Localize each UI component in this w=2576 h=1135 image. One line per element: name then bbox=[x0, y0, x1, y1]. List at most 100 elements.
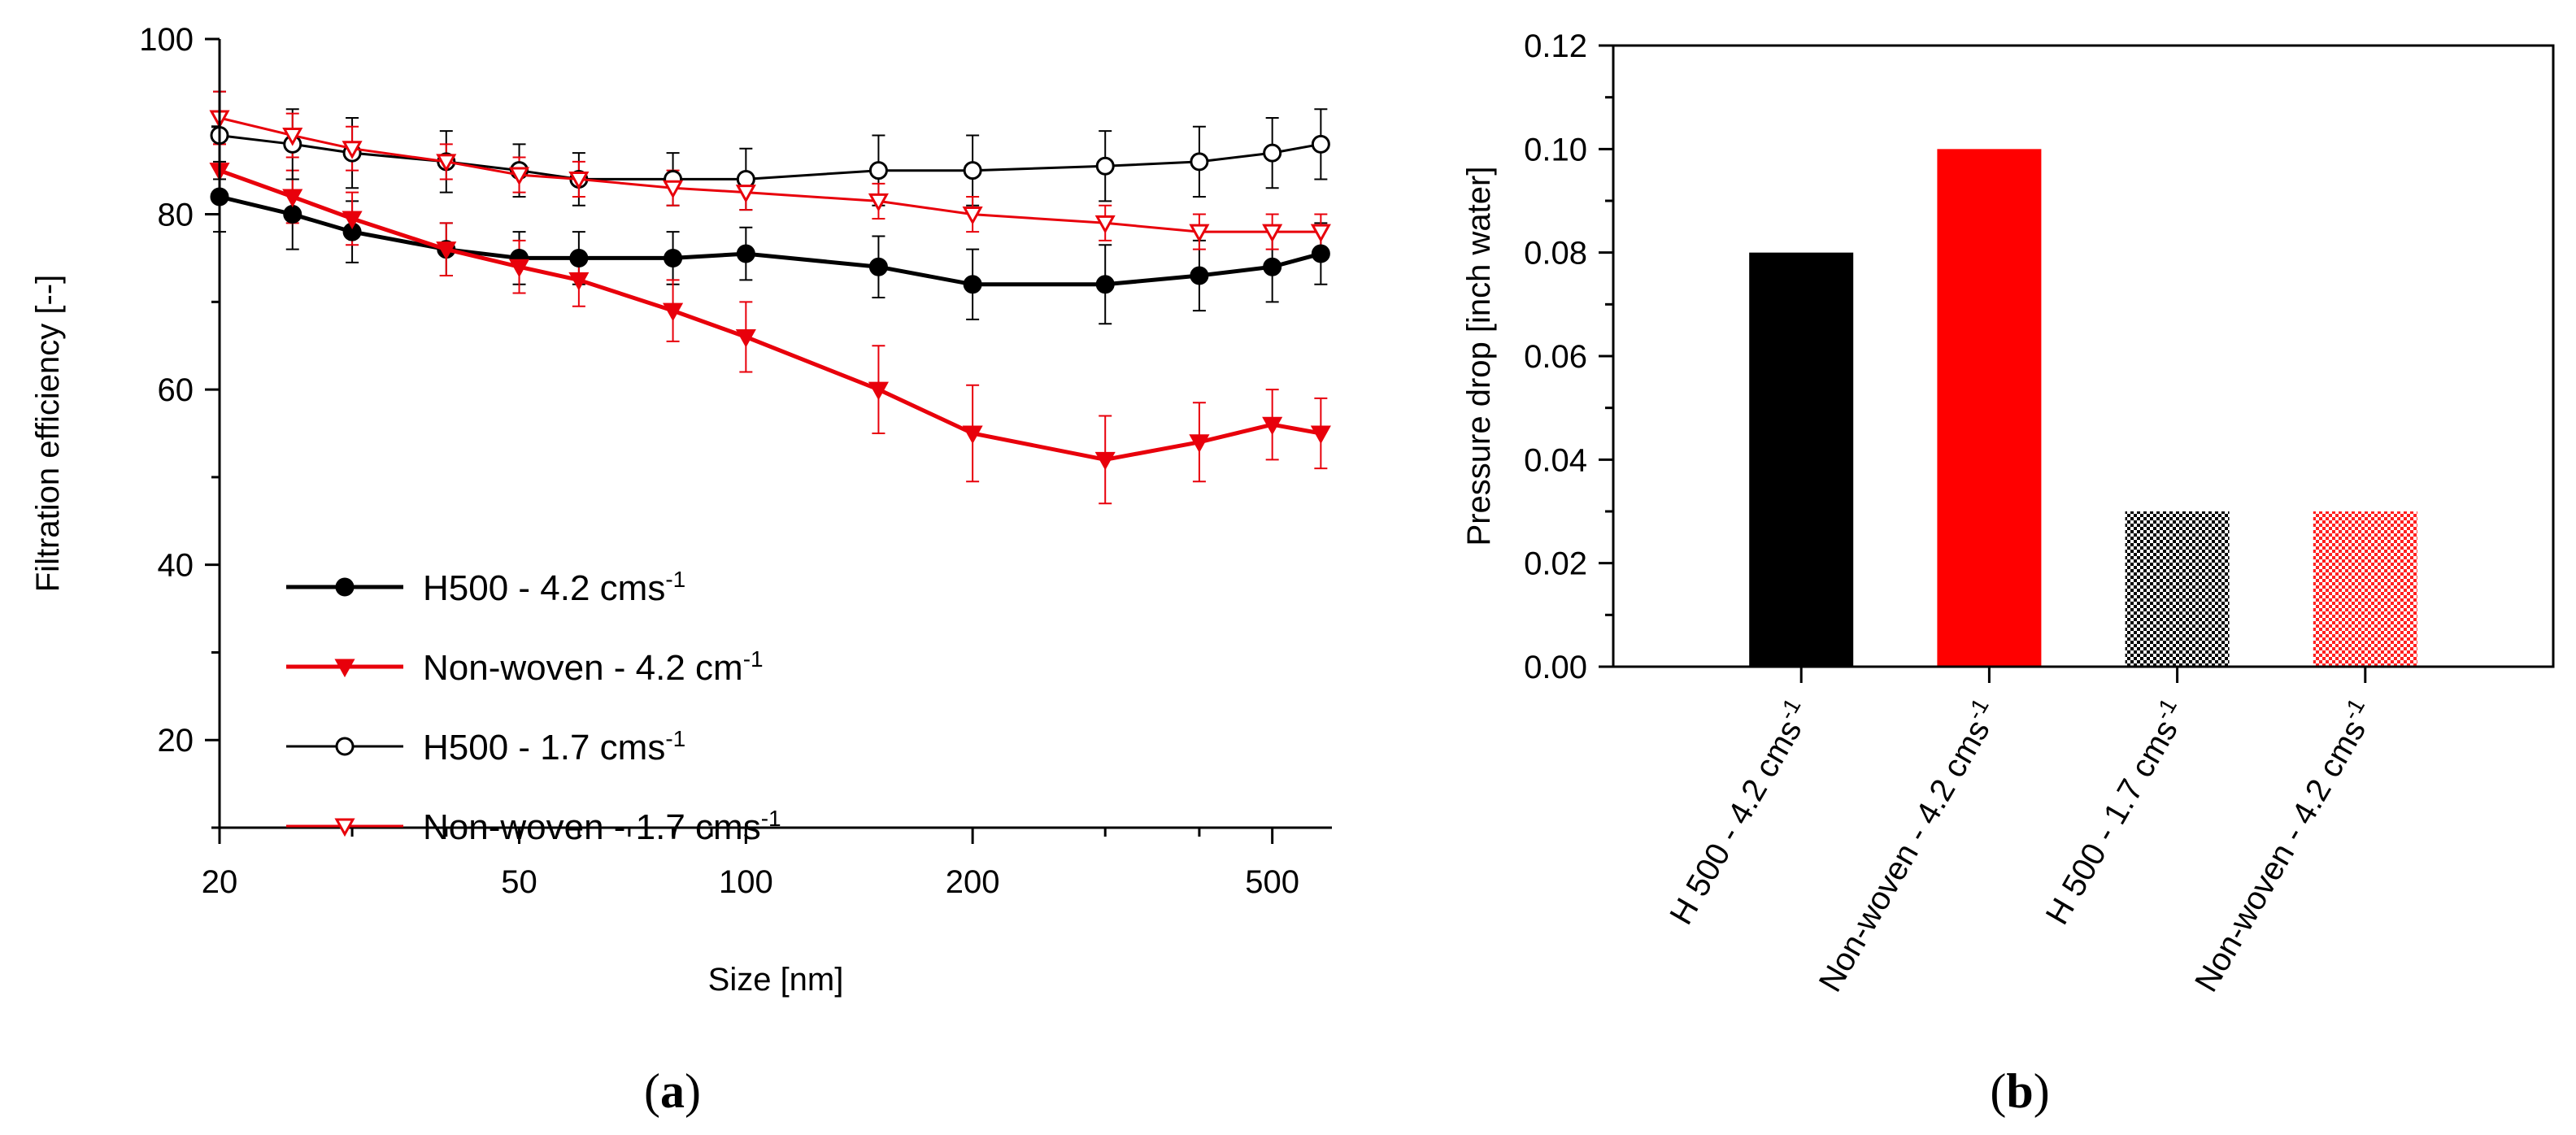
b-y-tick-label: 0.02 bbox=[1524, 546, 1587, 582]
b-bar-4 bbox=[2313, 511, 2417, 667]
b-x-tick-label-3: H 500 - 1.7 cms-1 bbox=[2034, 694, 2195, 931]
a-series-3-point bbox=[1311, 134, 1330, 154]
a-y-tick-label: 40 bbox=[158, 548, 194, 584]
a-legend-label-3-text: H500 - 1.7 cms bbox=[423, 728, 665, 768]
a-x-tick-label: 100 bbox=[719, 864, 773, 900]
b-y-tick-label: 0.12 bbox=[1524, 28, 1587, 64]
a-series-4-point bbox=[1189, 224, 1210, 243]
a-x-tick-label: 20 bbox=[202, 864, 238, 900]
a-series-1-point bbox=[1095, 275, 1115, 294]
a-series-line-2 bbox=[219, 168, 1321, 462]
b-x-tick-label-2: Non-woven - 4.2 cms-1 bbox=[1808, 694, 2007, 998]
a-legend-label-2-text: Non-woven - 4.2 cm bbox=[423, 648, 743, 688]
a-series-2-point bbox=[508, 259, 530, 278]
a-legend-label-4-superscript: -1 bbox=[761, 806, 781, 831]
a-series-2-point bbox=[436, 241, 457, 260]
a-series-4-point bbox=[568, 171, 590, 190]
a-y-ticks: 20 40 60 80 100 bbox=[139, 22, 220, 829]
b-x-tick-label-group: H 500 - 1.7 cms-1 bbox=[2034, 694, 2195, 931]
a-x-tick-label: 200 bbox=[946, 864, 1000, 900]
panel-b-bar-chart: 0.00 0.02 0.04 0.06 0.08 0.10 0.12 H 500 - 4.2… bbox=[1461, 28, 2555, 1118]
b-x-tick-label-group: Non-woven - 4.2 cms-1 bbox=[1808, 694, 2007, 998]
a-legend-label-4: Non-woven - 1.7 cms-1 bbox=[423, 806, 781, 847]
a-series-2-point bbox=[1094, 451, 1116, 471]
a-legend-marker-2 bbox=[334, 659, 355, 678]
a-legend-label-3-superscript: -1 bbox=[665, 726, 685, 751]
b-x-tick-label-group: Non-woven - 4.2 cms-1 bbox=[2184, 694, 2383, 998]
a-series-4-point bbox=[1310, 224, 1331, 243]
b-x-tick-label-4: Non-woven - 4.2 cms-1 bbox=[2184, 694, 2383, 998]
a-series-4-point bbox=[868, 193, 889, 212]
b-y-tick-label: 0.04 bbox=[1524, 442, 1587, 478]
a-series-4-point bbox=[1262, 224, 1283, 243]
a-series-line-4 bbox=[219, 116, 1321, 233]
b-panel-letter: b bbox=[2006, 1064, 2033, 1118]
a-series-4-point bbox=[436, 154, 457, 172]
a-legend-label-1-superscript: -1 bbox=[665, 567, 685, 592]
a-legend-label-1: H500 - 4.2 cms-1 bbox=[423, 567, 685, 608]
b-panel-label: (b) bbox=[1990, 1064, 2049, 1118]
a-series-4-point bbox=[342, 141, 363, 159]
a-legend-label-4-text: Non-woven - 1.7 cms bbox=[423, 807, 761, 847]
a-series-3-point bbox=[1095, 156, 1115, 176]
a-x-tick-label: 50 bbox=[501, 864, 537, 900]
b-bar-2 bbox=[1937, 149, 2042, 668]
a-series-3-point bbox=[963, 161, 982, 180]
a-y-tick-label: 80 bbox=[158, 198, 194, 233]
a-series-1-point bbox=[736, 244, 755, 263]
b-y-tick-label: 0.10 bbox=[1524, 132, 1587, 167]
a-series-4-point bbox=[1094, 215, 1116, 234]
a-legend-label-3: H500 - 1.7 cms-1 bbox=[423, 726, 685, 768]
b-x-tick-label-4-text: Non-woven - 4.2 cms bbox=[2188, 714, 2373, 998]
b-x-tick-label-2-text: Non-woven - 4.2 cms bbox=[1812, 714, 1997, 998]
a-series-2-point bbox=[568, 272, 590, 291]
a-series-2-point bbox=[962, 425, 983, 445]
a-series-4-point bbox=[663, 180, 684, 199]
a-y-tick-label: 20 bbox=[158, 723, 194, 759]
a-series-2-point bbox=[663, 302, 684, 322]
a-series-2-point bbox=[1189, 434, 1210, 453]
a-series-4-point bbox=[282, 128, 303, 146]
b-y-tick-label: 0.00 bbox=[1524, 650, 1587, 685]
b-x-tick-label-group: H 500 - 4.2 cms-1 bbox=[1659, 694, 1819, 931]
b-x-tick-label-3-text: H 500 - 1.7 cms bbox=[2039, 714, 2185, 931]
a-series-line-1 bbox=[219, 194, 1322, 287]
a-series-2-point bbox=[1310, 425, 1331, 445]
a-series-1-point bbox=[1190, 266, 1209, 285]
a-legend-marker-4 bbox=[334, 818, 355, 837]
a-series-3-point bbox=[1190, 152, 1209, 172]
a-series-1-point bbox=[1311, 244, 1330, 263]
a-series-1-point bbox=[963, 275, 982, 294]
a-series-3-point bbox=[1263, 143, 1282, 163]
a-series-2-point bbox=[282, 189, 303, 208]
a-legend-marker-3 bbox=[335, 737, 355, 756]
a-legend-label-1-text: H500 - 4.2 cms bbox=[423, 568, 665, 608]
b-y-axis-title: Pressure drop [inch water] bbox=[1461, 167, 1497, 546]
a-legend-marker-1 bbox=[335, 577, 355, 597]
a-panel-letter: a bbox=[660, 1064, 685, 1118]
a-series-3-point bbox=[868, 161, 888, 180]
b-bar-1 bbox=[1749, 252, 1854, 667]
a-panel-label: (a) bbox=[644, 1064, 701, 1118]
a-y-tick-label: 100 bbox=[139, 22, 194, 58]
b-x-tick-label-1: H 500 - 4.2 cms-1 bbox=[1659, 694, 1819, 931]
b-bar-3 bbox=[2125, 511, 2230, 667]
a-x-tick-label: 500 bbox=[1245, 864, 1299, 900]
a-series-group bbox=[209, 110, 1331, 471]
a-series-4-point bbox=[735, 185, 756, 203]
a-legend-label-2: Non-woven - 4.2 cm-1 bbox=[423, 646, 764, 688]
a-series-2-point bbox=[868, 381, 889, 401]
b-y-tick-label: 0.08 bbox=[1524, 236, 1587, 272]
a-y-axis-title: Filtration efficiency [--] bbox=[30, 275, 66, 593]
a-legend-label-2-superscript: -1 bbox=[743, 646, 764, 672]
a-series-1-point bbox=[283, 205, 302, 224]
a-series-4-point bbox=[962, 207, 983, 225]
a-x-ticks: 20 50 100 200 500 bbox=[202, 828, 1299, 900]
panel-a-line-chart: 20 40 60 80 100 20 50 100 200 500 Size [nm] Filt… bbox=[30, 22, 1332, 1118]
b-y-tick-label: 0.06 bbox=[1524, 339, 1587, 375]
a-series-4-point bbox=[508, 167, 530, 186]
a-series-1-point bbox=[1263, 257, 1282, 276]
